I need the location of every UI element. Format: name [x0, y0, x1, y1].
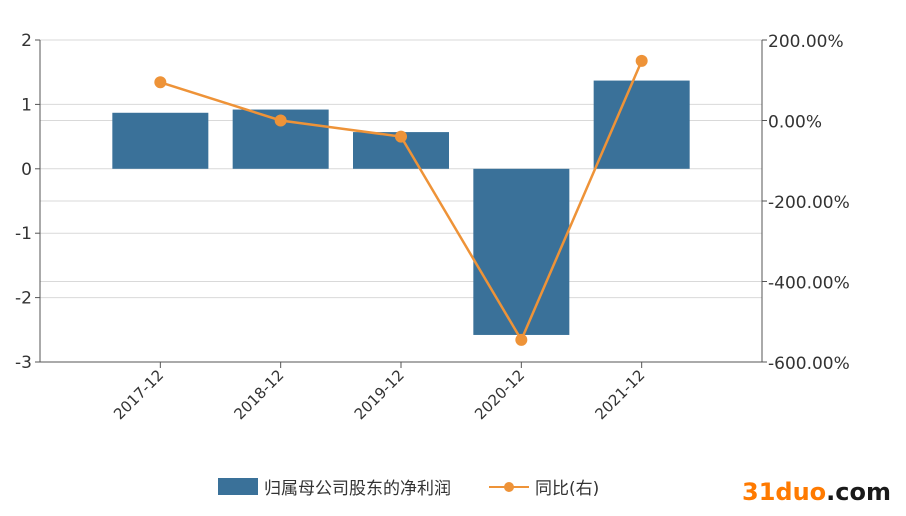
y-left-tick-label: -1: [15, 224, 32, 244]
axes: [35, 39, 767, 368]
watermark-logo: 31duo.com: [742, 478, 891, 506]
watermark-part1: 31duo: [742, 478, 827, 506]
bar-2020-12: [473, 168, 570, 335]
legend-item-bar[interactable]: 归属母公司股东的净利润: [218, 474, 451, 499]
y-right-tick-label: -200.00%: [768, 193, 850, 213]
legend: 归属母公司股东的净利润 同比(右): [218, 474, 637, 499]
line-point-2018-12: [274, 114, 287, 127]
y-left-tick-label: 0: [21, 160, 32, 180]
x-tick-label-2020-12: 2020-12: [471, 366, 528, 423]
x-axis-ticks: 2017-12 2018-12 2019-12 2020-12 2021-12: [110, 366, 648, 423]
y-left-tick-label: -2: [15, 289, 32, 309]
x-tick-label-2017-12: 2017-12: [110, 366, 167, 423]
y-axis-right-ticks: -600.00% -400.00% -200.00% 0.00% 200.00%: [768, 32, 850, 374]
line-point-2021-12: [635, 54, 648, 67]
bar-2021-12: [593, 80, 690, 169]
watermark-part2: .com: [826, 478, 891, 506]
bars: [112, 80, 690, 335]
legend-bar-label: 归属母公司股东的净利润: [264, 479, 451, 499]
legend-line-label: 同比(右): [535, 479, 600, 499]
y-right-tick-label: 0.00%: [768, 113, 822, 133]
legend-line-swatch: [489, 478, 529, 495]
y-axis-left-ticks: -3 -2 -1 0 1 2: [15, 31, 32, 373]
y-left-tick-label: -3: [15, 353, 32, 373]
line-point-2019-12: [395, 130, 407, 143]
y-right-tick-label: -600.00%: [768, 354, 850, 374]
line-point-2017-12: [154, 76, 167, 89]
x-tick-label-2018-12: 2018-12: [230, 366, 287, 423]
line-series: [154, 54, 648, 346]
y-right-tick-label: -400.00%: [768, 274, 850, 294]
x-tick-label-2021-12: 2021-12: [591, 366, 648, 423]
legend-bar-swatch: [218, 478, 258, 495]
y-left-tick-label: 2: [21, 31, 32, 51]
legend-item-line[interactable]: 同比(右): [489, 474, 599, 499]
x-tick-label-2019-12: 2019-12: [351, 366, 408, 423]
line-point-2020-12: [515, 333, 528, 346]
bar-2017-12: [112, 112, 209, 169]
y-right-tick-label: 200.00%: [768, 32, 844, 52]
y-left-tick-label: 1: [21, 95, 32, 115]
